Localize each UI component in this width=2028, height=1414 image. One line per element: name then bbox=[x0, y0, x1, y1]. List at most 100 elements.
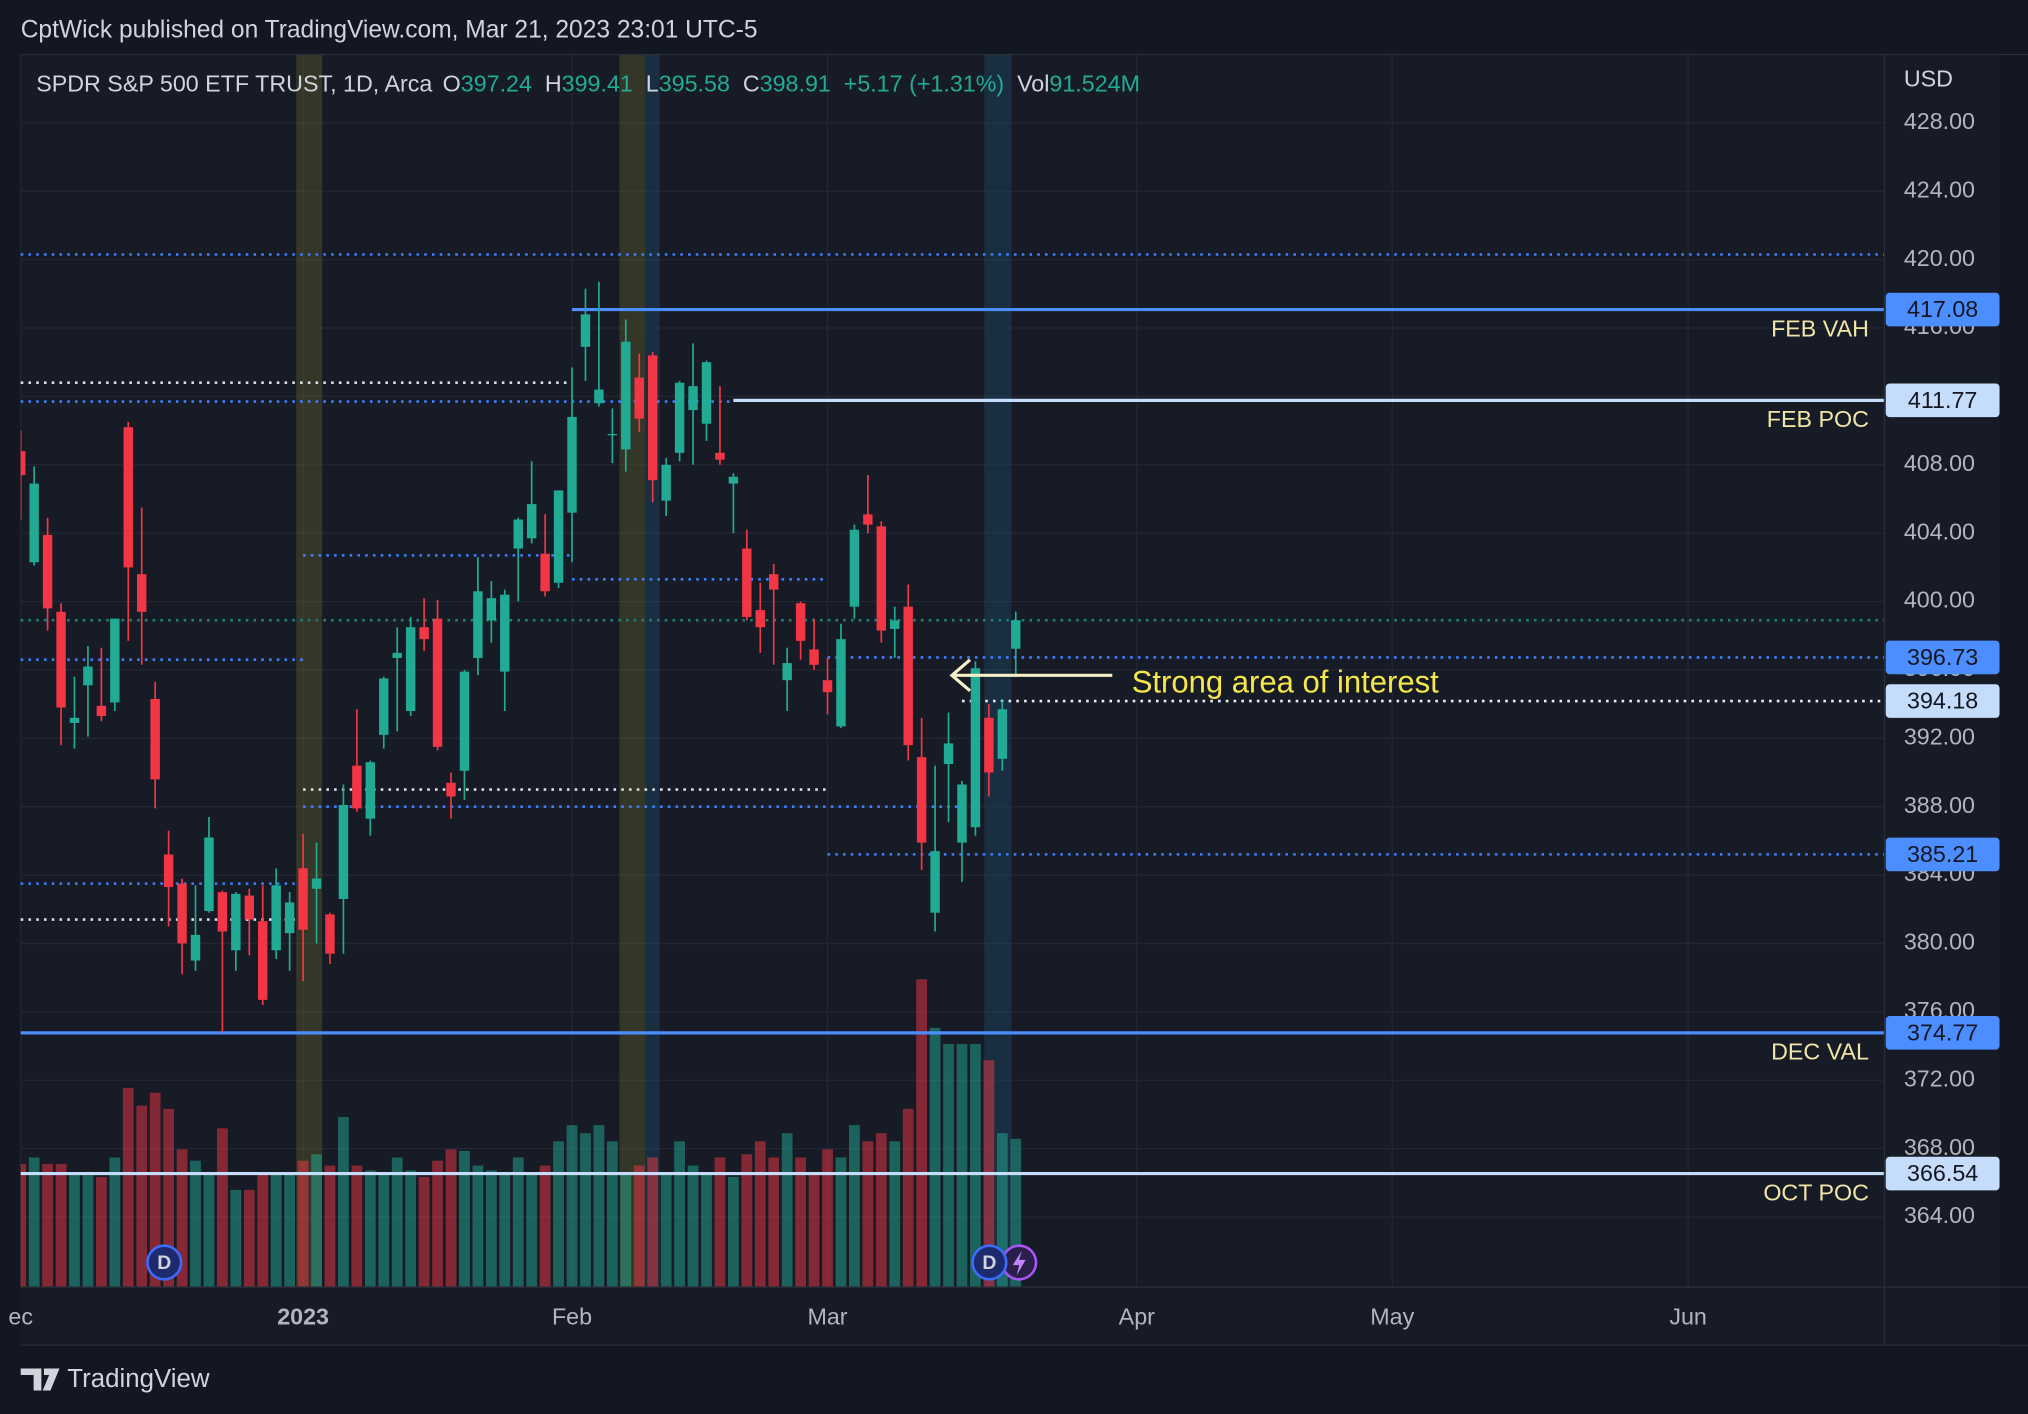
level-label: DEC VAL bbox=[1771, 1039, 1869, 1065]
volume-bar bbox=[499, 1173, 511, 1288]
price-box bbox=[1885, 1016, 2000, 1050]
candle-body bbox=[728, 476, 739, 484]
candle-body bbox=[957, 784, 967, 843]
volume-bar bbox=[190, 1160, 201, 1288]
publisher: CptWick published on TradingView.com, Ma… bbox=[21, 17, 758, 44]
candle-body bbox=[809, 649, 819, 665]
candle-body bbox=[540, 553, 550, 592]
legend-key: H bbox=[545, 71, 562, 97]
candle-body bbox=[298, 868, 308, 930]
candle-body bbox=[284, 902, 295, 934]
volume-bar bbox=[432, 1160, 443, 1288]
volume-bar bbox=[217, 1128, 228, 1288]
volume-bar bbox=[364, 1170, 376, 1288]
volume-bar bbox=[768, 1157, 780, 1288]
legend-key: C bbox=[743, 71, 760, 97]
volume-bar bbox=[902, 1108, 914, 1288]
price-box bbox=[1885, 383, 2000, 418]
event-label: D bbox=[157, 1252, 171, 1274]
volume-bar bbox=[929, 1027, 941, 1288]
candle-body bbox=[701, 362, 712, 424]
candle-body bbox=[822, 680, 833, 693]
candle-body bbox=[903, 606, 913, 746]
candles bbox=[20, 281, 1021, 1033]
candle-body bbox=[379, 678, 389, 735]
x-tick-label: ec bbox=[8, 1303, 33, 1329]
x-tick-label: May bbox=[1370, 1303, 1414, 1329]
volume-bar bbox=[822, 1149, 833, 1288]
candle-body bbox=[473, 591, 483, 658]
price-box bbox=[1885, 684, 2000, 718]
annotation-arrowhead bbox=[949, 658, 972, 693]
candle-body bbox=[876, 526, 887, 631]
volume-bar bbox=[297, 1160, 309, 1288]
candle-body bbox=[271, 885, 281, 951]
volume-bar bbox=[82, 1175, 94, 1288]
legend-value: 399.41 bbox=[562, 71, 633, 97]
candle-body bbox=[890, 620, 900, 629]
legend-value: 398.91 bbox=[760, 71, 831, 97]
volume-bar bbox=[324, 1165, 336, 1288]
volume-bar bbox=[230, 1189, 242, 1288]
volume-bar bbox=[459, 1150, 470, 1288]
candle-body bbox=[943, 743, 954, 764]
candle-body bbox=[190, 934, 201, 961]
y-tick-label: 380.00 bbox=[1904, 929, 1975, 955]
volume-bar bbox=[808, 1173, 820, 1288]
candle-body bbox=[661, 464, 671, 501]
candle-body bbox=[204, 837, 214, 911]
event-label: D bbox=[982, 1252, 996, 1274]
x-tick-label: Apr bbox=[1119, 1303, 1155, 1329]
candle-body bbox=[83, 666, 93, 686]
volume-bar bbox=[526, 1173, 538, 1288]
x-tick-label: Feb bbox=[552, 1303, 592, 1329]
y-tick-label: 372.00 bbox=[1904, 1065, 1975, 1091]
candle-body bbox=[110, 618, 120, 703]
y-tick-label: 392.00 bbox=[1904, 723, 1975, 749]
candle-body bbox=[20, 451, 26, 476]
legend-key: O bbox=[443, 71, 461, 97]
candle-body bbox=[1011, 620, 1021, 649]
y-tick-label: 420.00 bbox=[1904, 245, 1975, 271]
annotation-text: Strong area of interest bbox=[1132, 665, 1439, 700]
volume-bar bbox=[109, 1157, 121, 1288]
highlight-column bbox=[645, 54, 660, 1288]
volume-bar bbox=[660, 1173, 672, 1288]
y-tick-label: 428.00 bbox=[1904, 108, 1975, 134]
candle-body bbox=[432, 618, 443, 747]
y-tick-label: 424.00 bbox=[1904, 176, 1975, 202]
candle-body bbox=[419, 627, 429, 640]
legend-key: L bbox=[646, 71, 659, 97]
candle-body bbox=[137, 574, 147, 612]
volume-bar bbox=[122, 1087, 134, 1288]
volume-bar bbox=[633, 1165, 645, 1288]
annotation: Strong area of interest bbox=[949, 658, 1439, 700]
volume-bar bbox=[203, 1173, 215, 1288]
brand-name: TradingView bbox=[67, 1365, 210, 1393]
volume-bar bbox=[391, 1157, 403, 1288]
volume-bar bbox=[20, 1163, 27, 1288]
candle-body bbox=[836, 639, 846, 727]
candle-body bbox=[338, 804, 349, 900]
x-tick-label: Mar bbox=[807, 1303, 847, 1329]
candle-body bbox=[526, 504, 537, 539]
candle-body bbox=[567, 416, 577, 513]
candle-body bbox=[311, 878, 322, 889]
candle-body bbox=[150, 698, 160, 780]
price-box-label: 366.54 bbox=[1907, 1160, 1978, 1186]
candle-body bbox=[674, 382, 685, 453]
volume-bar bbox=[539, 1165, 551, 1288]
volume-bar bbox=[781, 1133, 793, 1288]
candle-body bbox=[621, 341, 631, 450]
axes: 364.00368.00372.00376.00380.00384.00388.… bbox=[8, 108, 2000, 1329]
candle-body bbox=[459, 671, 470, 771]
candle-body bbox=[795, 603, 806, 641]
volume-bar bbox=[593, 1125, 605, 1288]
brand: TradingView bbox=[20, 1365, 210, 1393]
candle-body bbox=[849, 529, 860, 607]
volume-bar bbox=[243, 1189, 255, 1288]
candle-body bbox=[217, 892, 228, 932]
candle-body bbox=[231, 893, 241, 951]
y-tick-label: 388.00 bbox=[1904, 792, 1975, 818]
